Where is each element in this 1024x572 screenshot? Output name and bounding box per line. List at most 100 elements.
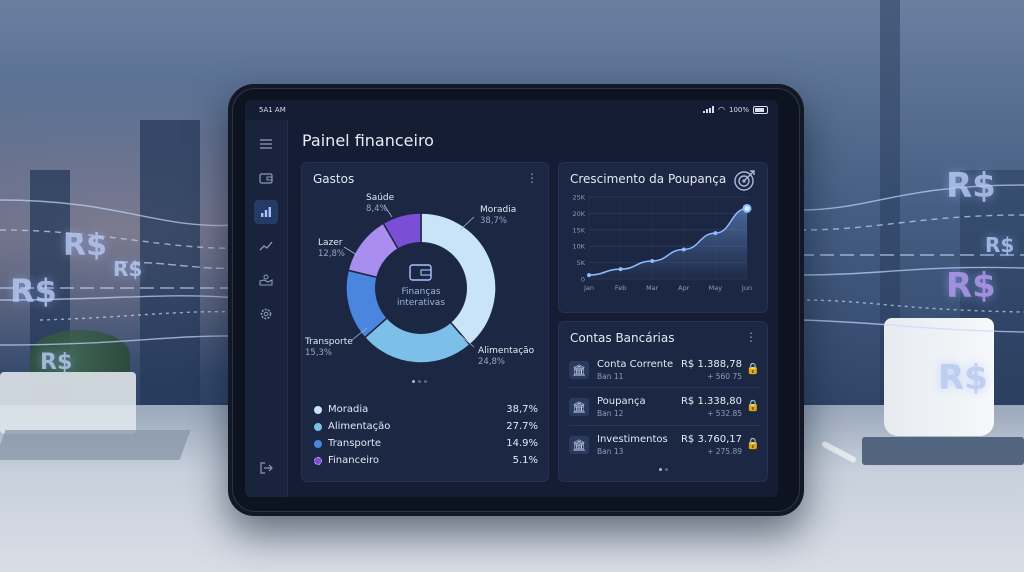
- wallet-icon[interactable]: [254, 166, 278, 190]
- divider: [569, 387, 760, 388]
- data-point[interactable]: [742, 203, 752, 213]
- hand-coins-icon[interactable]: [254, 268, 278, 292]
- bar-chart-icon[interactable]: [254, 200, 278, 224]
- contas-title: Contas Bancárias: [570, 331, 675, 345]
- background-window-frame: [880, 0, 900, 420]
- y-tick-label: 5K: [577, 259, 586, 267]
- y-tick-label: 25K: [572, 194, 585, 202]
- legend-row-transporte: Transporte 14.9%: [314, 438, 538, 452]
- x-tick-label: Apr: [678, 284, 690, 292]
- kebab-menu-icon[interactable]: ⋮: [526, 171, 538, 185]
- account-bank: Ban 13: [597, 447, 624, 456]
- currency-symbol: R$: [40, 350, 73, 375]
- y-tick-label: 20K: [572, 210, 585, 218]
- slice-label-moradia: Moradia 38,7%: [480, 205, 517, 226]
- book: [862, 437, 1024, 465]
- currency-symbol: R$: [946, 266, 996, 306]
- leader-lines: [343, 204, 475, 348]
- contas-card: Contas Bancárias ⋮ 🏛 Conta Corrente Ban …: [558, 321, 768, 482]
- kebab-menu-icon[interactable]: ⋮: [745, 330, 757, 344]
- savings-area: [589, 208, 747, 279]
- currency-symbol: R$: [63, 228, 107, 263]
- savings-line-chart: 0 5K 10K 15K 20K 25K Jan Feb Mar Apr May Jun: [572, 194, 752, 293]
- poupanca-title: Crescimento da Poupança: [570, 172, 727, 186]
- donut-hole: [375, 242, 467, 334]
- plant-pot: [0, 372, 136, 434]
- lock-icon: 🔒: [746, 399, 760, 412]
- donut-center-label: interativas: [397, 298, 445, 308]
- account-bank: Ban 12: [597, 409, 624, 418]
- logout-icon[interactable]: [254, 456, 278, 480]
- divider: [569, 425, 760, 426]
- account-row-corrente[interactable]: 🏛 Conta Corrente Ban 11 R$ 1.388,78 + 56…: [569, 357, 760, 391]
- y-tick-label: 10K: [572, 243, 585, 251]
- pagination-dots[interactable]: [412, 380, 427, 383]
- savings-line: [588, 207, 748, 276]
- currency-symbol: R$: [985, 233, 1015, 257]
- data-point[interactable]: [587, 273, 591, 278]
- sidebar: [245, 120, 288, 497]
- background-building: [140, 120, 200, 420]
- menu-icon[interactable]: [254, 132, 278, 156]
- bank-icon: 🏛: [569, 436, 589, 454]
- legend-row-alimentacao: Alimentação 27.7%: [314, 421, 538, 435]
- currency-symbol: R$: [946, 166, 996, 206]
- account-amount: R$ 3.760,17: [680, 434, 742, 445]
- trend-line-icon[interactable]: [254, 234, 278, 258]
- currency-symbol: R$: [113, 257, 143, 281]
- poupanca-card: Crescimento da Poupança 0 5K 10K 15K 20K 25K J…: [558, 162, 768, 313]
- account-change: + 275.89: [707, 447, 742, 456]
- legend-row-moradia: Moradia 38,7%: [314, 404, 538, 418]
- donut-center-label: Finanças: [401, 287, 440, 297]
- signal-icon: [703, 106, 714, 113]
- currency-symbol: R$: [10, 272, 57, 310]
- status-time: 5A1 AM: [259, 106, 286, 114]
- gastos-title: Gastos: [313, 172, 355, 186]
- battery-percent: 100%: [728, 105, 749, 114]
- wallet-icon-clasp: [420, 269, 432, 276]
- x-tick-label: Mar: [646, 284, 659, 292]
- account-row-investimentos[interactable]: 🏛 Investimentos Ban 13 R$ 3.760,17 + 275…: [569, 432, 760, 466]
- data-point[interactable]: [713, 231, 718, 236]
- data-point[interactable]: [650, 258, 655, 263]
- lock-icon: 🔒: [746, 437, 760, 450]
- account-change: + 532.85: [707, 409, 742, 418]
- account-amount: R$ 1.338,80: [680, 396, 742, 407]
- currency-symbol: R$: [938, 358, 988, 398]
- gastos-card: Gastos ⋮ Finanças interativas Saúde 8,4% …: [301, 162, 549, 482]
- slice-label-saude: Saúde 8,4%: [366, 193, 395, 214]
- slice-label-lazer: Lazer 12,8%: [318, 238, 346, 259]
- battery-icon: [753, 105, 768, 114]
- account-bank: Ban 11: [597, 372, 624, 381]
- x-tick-label: May: [709, 284, 723, 292]
- slice-label-alimentacao: Alimentação 24,8%: [478, 346, 535, 367]
- x-tick-label: Feb: [615, 284, 627, 292]
- plant: [30, 330, 130, 380]
- account-row-poupanca[interactable]: 🏛 Poupança Ban 12 R$ 1.338,80 + 532.85 🔒: [569, 394, 760, 428]
- status-bar: 5A1 AM ◠ 100%: [245, 100, 778, 120]
- bank-icon: 🏛: [569, 398, 589, 416]
- pagination-dots[interactable]: [659, 468, 668, 471]
- y-tick-label: 0: [581, 276, 585, 284]
- data-point[interactable]: [618, 267, 623, 272]
- target-icon: [734, 170, 755, 191]
- account-name: Investimentos: [597, 434, 668, 445]
- x-tick-label: Jan: [583, 284, 594, 292]
- pen-cup: [884, 318, 994, 436]
- gear-icon[interactable]: [254, 302, 278, 326]
- lock-icon: 🔒: [746, 362, 760, 375]
- bank-icon: 🏛: [569, 361, 589, 379]
- account-name: Poupança: [597, 396, 646, 407]
- data-point[interactable]: [681, 247, 686, 252]
- slice-label-transporte: Transporte 15,3%: [305, 337, 353, 358]
- account-name: Conta Corrente: [597, 359, 674, 370]
- account-amount: R$ 1.388,78: [680, 359, 742, 370]
- donut-chart: Finanças interativas: [343, 204, 497, 364]
- y-tick-label: 15K: [572, 226, 585, 234]
- legend-row-financeiro: Financeiro 5.1%: [314, 455, 538, 469]
- tablet-screen: 5A1 AM ◠ 100% Painel financeiro: [245, 100, 778, 497]
- wifi-icon: ◠: [718, 105, 725, 114]
- account-change: + 560 75: [707, 372, 742, 381]
- page-title: Painel financeiro: [302, 131, 434, 150]
